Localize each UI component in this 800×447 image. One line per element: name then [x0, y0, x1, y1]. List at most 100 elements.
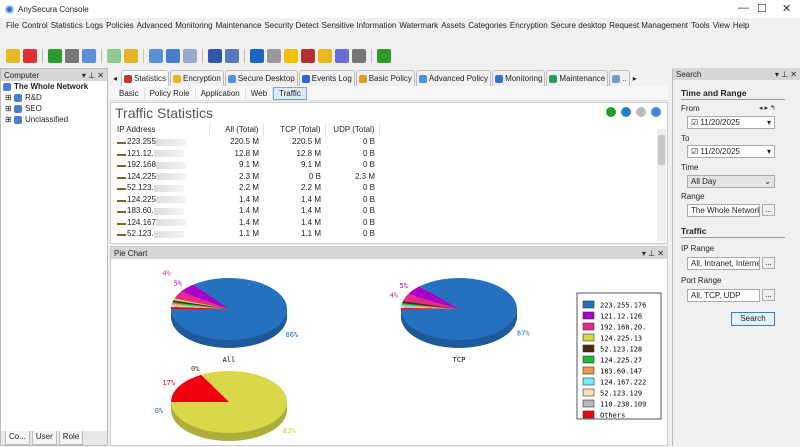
toolbar-button-icon[interactable]: [82, 49, 96, 63]
menu-control[interactable]: Control: [21, 20, 48, 30]
toolbar-button-icon[interactable]: [284, 49, 298, 63]
menu-secure-desktop[interactable]: Secure desktop: [550, 20, 607, 30]
left-tab-role[interactable]: Role: [58, 431, 84, 445]
column-header[interactable]: IP Address: [113, 123, 210, 136]
expand-icon[interactable]: ⊞: [5, 115, 14, 124]
toolbar-button-icon[interactable]: [107, 49, 121, 63]
range-field[interactable]: The Whole Network: [687, 204, 760, 217]
print-icon[interactable]: [636, 107, 646, 117]
subtab-application[interactable]: Application: [196, 87, 246, 99]
menu-tools[interactable]: Tools: [691, 20, 710, 30]
expand-icon[interactable]: ⊞: [5, 104, 14, 113]
maximize-button[interactable]: ☐: [757, 3, 767, 15]
panel-controls[interactable]: ▾ ⊥ ✕: [641, 248, 664, 258]
panel-controls[interactable]: ▾ ⊥ ✕: [774, 69, 797, 79]
table-scrollbar[interactable]: [657, 129, 666, 241]
toolbar-button-icon[interactable]: [335, 49, 349, 63]
time-select[interactable]: All Day ⌄: [687, 175, 775, 188]
range-browse-button[interactable]: ...: [762, 204, 775, 216]
menu-help[interactable]: Help: [732, 20, 750, 30]
toolbar-button-icon[interactable]: [166, 49, 180, 63]
tab-encryption[interactable]: Encryption: [170, 70, 224, 86]
subtab-traffic[interactable]: Traffic: [273, 86, 307, 100]
left-tab-co[interactable]: Co...: [5, 431, 30, 445]
tab-statistics[interactable]: Statistics: [121, 70, 170, 86]
to-date-picker[interactable]: ☑ 11/20/2025 ▾: [687, 145, 775, 158]
menu-view[interactable]: View: [712, 20, 730, 30]
table-row[interactable]: 52.123. 2.2 M 2.2 M 0 B: [113, 182, 379, 194]
export-excel-icon[interactable]: [606, 107, 616, 117]
table-row[interactable]: 124.167 1.4 M 1.4 M 0 B: [113, 217, 379, 229]
tab-advanced-policy[interactable]: Advanced Policy: [415, 70, 492, 86]
toolbar-button-icon[interactable]: [23, 49, 37, 63]
close-button[interactable]: ✕: [782, 3, 792, 15]
ip-range-browse-button[interactable]: ...: [762, 257, 775, 269]
tree-item[interactable]: ⊞ R&D: [1, 92, 107, 103]
date-nav-buttons[interactable]: ◂ ▸ ↰: [759, 105, 776, 112]
toolbar-button-icon[interactable]: [318, 49, 332, 63]
toolbar-button-icon[interactable]: [6, 49, 20, 63]
toolbar-button-icon[interactable]: [183, 49, 197, 63]
menu-maintenance[interactable]: Maintenance: [215, 20, 262, 30]
subtab-web[interactable]: Web: [246, 87, 274, 99]
toolbar-button-icon[interactable]: [208, 49, 222, 63]
toolbar-button-icon[interactable]: [225, 49, 239, 63]
tabs-scroll-right[interactable]: ▸: [632, 74, 637, 83]
toolbar-button-icon[interactable]: [250, 49, 264, 63]
refresh-icon[interactable]: [651, 107, 661, 117]
tree-item[interactable]: ⊞ SEO: [1, 103, 107, 114]
tab-secure-desktop[interactable]: Secure Desktop: [224, 70, 298, 86]
tree-item[interactable]: The Whole Network: [1, 81, 107, 92]
toolbar-button-icon[interactable]: [48, 49, 62, 63]
menu-file[interactable]: File: [6, 20, 19, 30]
menu-security-detect[interactable]: Security Detect: [264, 20, 319, 30]
tab-maintenance[interactable]: Maintenance: [546, 70, 609, 86]
tabs-scroll-left[interactable]: ◂: [113, 74, 118, 83]
search-button[interactable]: Search: [731, 312, 775, 326]
menu-advanced[interactable]: Advanced: [136, 20, 173, 30]
ip-range-field[interactable]: All, Intranet, Internet: [687, 257, 760, 270]
tab-events-log[interactable]: Events Log: [298, 70, 355, 86]
menu-sensitive-information[interactable]: Sensitive Information: [321, 20, 397, 30]
minimize-button[interactable]: —: [738, 2, 749, 14]
from-date-picker[interactable]: ☑ 11/20/2025 ▾: [687, 116, 775, 129]
toolbar-button-icon[interactable]: [65, 49, 79, 63]
table-row[interactable]: 52.123. 1.1 M 1.1 M 0 B: [113, 228, 379, 240]
menu-assets[interactable]: Assets: [441, 20, 466, 30]
export-icon[interactable]: [621, 107, 631, 117]
tab-basic-policy[interactable]: Basic Policy: [355, 70, 415, 86]
subtab-basic[interactable]: Basic: [114, 87, 145, 99]
toolbar-button-icon[interactable]: [149, 49, 163, 63]
menu-statistics[interactable]: Statistics: [50, 20, 83, 30]
toolbar-button-icon[interactable]: [267, 49, 281, 63]
toolbar-button-icon[interactable]: [124, 49, 138, 63]
table-row[interactable]: 124.225 1.4 M 1.4 M 0 B: [113, 194, 379, 206]
menu-request-management[interactable]: Request Management: [609, 20, 688, 30]
menu-monitoring[interactable]: Monitoring: [175, 20, 213, 30]
toolbar-button-icon[interactable]: [377, 49, 391, 63]
tree-item[interactable]: ⊞ Unclassified: [1, 114, 107, 125]
tab-monitoring[interactable]: Monitoring: [492, 70, 546, 86]
column-header[interactable]: TCP (Total): [263, 123, 326, 136]
menu-watermark[interactable]: Watermark: [399, 20, 439, 30]
tab--[interactable]: ..: [609, 70, 630, 86]
left-tab-user[interactable]: User: [31, 431, 57, 445]
table-row[interactable]: 124.225 2.3 M 0 B 2.3 M: [113, 171, 379, 183]
subtab-policy-role[interactable]: Policy Role: [145, 87, 196, 99]
table-row[interactable]: 121.12. 12.8 M 12.8 M 0 B: [113, 148, 379, 160]
menu-encryption[interactable]: Encryption: [509, 20, 548, 30]
port-range-browse-button[interactable]: ...: [762, 289, 775, 301]
table-row[interactable]: 183.60. 1.4 M 1.4 M 0 B: [113, 205, 379, 217]
expand-icon[interactable]: ⊞: [5, 93, 14, 102]
column-header[interactable]: UDP (Total): [325, 123, 380, 136]
column-header[interactable]: All (Total): [209, 123, 264, 136]
table-row[interactable]: 192.168 9.1 M 9.1 M 0 B: [113, 159, 379, 171]
menu-logs[interactable]: Logs: [85, 20, 104, 30]
toolbar-button-icon[interactable]: [301, 49, 315, 63]
menu-policies[interactable]: Policies: [106, 20, 134, 30]
toolbar-button-icon[interactable]: [352, 49, 366, 63]
table-row[interactable]: 223.255 220.5 M 220.5 M 0 B: [113, 136, 379, 148]
menu-categories[interactable]: Categories: [468, 20, 507, 30]
port-range-field[interactable]: All, TCP, UDP: [687, 289, 760, 302]
panel-controls[interactable]: ▾ ⊥ ✕: [81, 70, 104, 80]
